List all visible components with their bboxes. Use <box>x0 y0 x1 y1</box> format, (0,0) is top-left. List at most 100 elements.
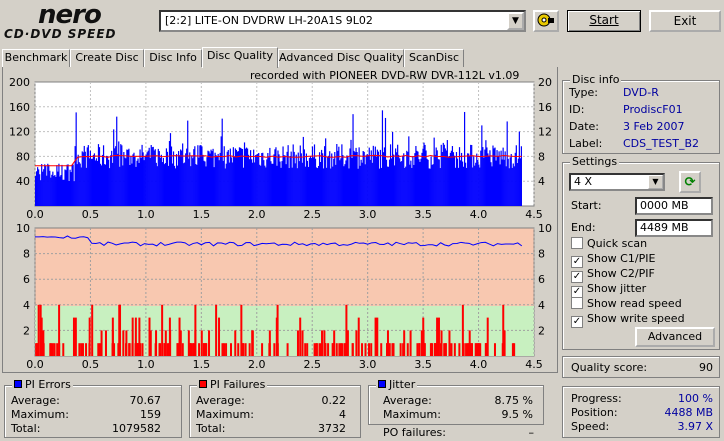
pif-bar <box>248 343 251 356</box>
drive-select[interactable]: [2:2] LITE-ON DVDRW LH-20A1S 9L02 ▼ <box>159 10 526 32</box>
pie-bar <box>344 164 346 206</box>
pie-bar <box>164 163 167 206</box>
pie-bar <box>124 157 126 206</box>
show-write-speed-checkbox[interactable]: ✓ Show write speed <box>571 312 685 328</box>
pie-bar <box>42 171 44 206</box>
pif-bar <box>188 343 191 356</box>
pif-bar <box>100 330 103 356</box>
quality-charts: 200 160 120 80 40 20 16 12 8 4 0.0 0.5 1.0 1.5 2.0 2.5 3… <box>9 76 552 371</box>
pie-bar <box>474 165 476 206</box>
pie-bar <box>115 146 117 206</box>
pif-bar <box>418 343 421 356</box>
refresh-speed-button[interactable]: ⟳ <box>679 171 701 193</box>
pif-bar <box>39 304 42 356</box>
show-c2-pif-checkbox[interactable]: ✓ Show C2/PIF <box>571 267 655 283</box>
tab-benchmark[interactable]: Benchmark <box>2 49 70 67</box>
pie-bar <box>294 163 296 206</box>
tab-disc-quality[interactable]: Disc Quality <box>202 47 278 68</box>
pie-bar <box>185 153 187 206</box>
pie-bar <box>102 145 105 206</box>
pie-bar <box>281 161 283 206</box>
exit-button[interactable]: Exit <box>649 10 721 32</box>
pie-bar <box>223 146 225 206</box>
pif-bar <box>467 343 470 356</box>
chevron-down-icon[interactable]: ▼ <box>507 12 524 30</box>
pie-bar <box>167 165 170 206</box>
pie-bar <box>253 149 255 206</box>
pie-bar <box>144 156 146 206</box>
tab-create-disc[interactable]: Create Disc <box>70 49 144 67</box>
pie-bar <box>98 147 101 206</box>
pif-bar <box>178 317 181 356</box>
pif-bar <box>169 330 172 356</box>
checkmark-icon: ✓ <box>571 256 583 268</box>
jitter-maximum-label: Maximum: <box>383 408 441 421</box>
pie-bar <box>376 149 378 206</box>
start-button[interactable]: Start <box>567 10 641 32</box>
end-position-input[interactable]: 4489 MB <box>635 219 713 237</box>
pie-bar <box>123 152 125 206</box>
pie-bar <box>153 150 155 206</box>
pif-bar <box>148 317 151 356</box>
pif-bar <box>187 330 190 356</box>
pie-bar <box>231 162 233 206</box>
pie-bar <box>238 147 241 206</box>
pie-bar <box>308 158 311 206</box>
pie-bar <box>411 167 413 206</box>
pif-bar <box>192 343 195 356</box>
pie-bar <box>299 145 301 206</box>
pie-bar <box>383 147 386 206</box>
tab-disc-info[interactable]: Disc Info <box>144 49 202 67</box>
pif-bar <box>37 304 40 356</box>
show-c1-pie-checkbox[interactable]: ✓ Show C1/PIE <box>571 252 655 268</box>
pie-bar <box>396 152 398 206</box>
pif-bar <box>122 330 125 356</box>
show-jitter-label: Show jitter <box>587 282 647 295</box>
pie-bar <box>466 167 468 206</box>
pif-bar <box>422 330 425 356</box>
chevron-down-icon[interactable]: ▼ <box>648 175 663 189</box>
quality-score-value: 90 <box>699 361 713 374</box>
pif-bar <box>168 343 171 356</box>
pie-bar <box>177 151 180 206</box>
y-tick-left: 6 <box>23 273 30 286</box>
pie-bar <box>422 148 424 206</box>
pie-bar <box>41 164 43 206</box>
pie-bar <box>363 151 365 206</box>
show-jitter-checkbox[interactable]: ✓ Show jitter <box>571 282 646 298</box>
pie-bar <box>209 153 211 206</box>
pie-bar <box>331 153 333 206</box>
pie-bar <box>270 161 272 206</box>
tab-scandisc[interactable]: ScanDisc <box>404 49 464 67</box>
y-tick-left: 80 <box>16 150 30 163</box>
pie-bar <box>196 164 198 206</box>
pie-bar <box>263 160 265 206</box>
pie-bar <box>417 151 419 206</box>
speed-select[interactable]: 4 X ▼ <box>569 173 665 191</box>
pie-bar <box>445 150 447 206</box>
refresh-drive-button[interactable] <box>533 10 559 32</box>
pie-bar <box>50 177 52 206</box>
pie-bar <box>366 154 368 206</box>
pif-bar <box>155 330 158 356</box>
pie-bar <box>60 175 62 206</box>
pie-bar <box>76 164 78 206</box>
pif-bar <box>486 317 489 356</box>
pif-bar <box>237 343 240 356</box>
show-read-speed-checkbox[interactable]: Show read speed <box>571 297 682 310</box>
pif-bar <box>58 304 61 356</box>
pie-bar <box>373 154 375 206</box>
quick-scan-label: Quick scan <box>587 237 648 250</box>
pie-bar <box>206 157 208 206</box>
pif-bar <box>477 343 480 356</box>
advanced-button[interactable]: Advanced <box>635 327 715 347</box>
start-position-input[interactable]: 0000 MB <box>635 197 713 215</box>
pie-bar <box>35 175 37 206</box>
pie-bar <box>297 152 299 206</box>
pie-bar <box>438 159 440 206</box>
quick-scan-checkbox[interactable]: Quick scan <box>571 237 647 250</box>
tab-advanced-disc-quality[interactable]: Advanced Disc Quality <box>278 49 404 67</box>
pie-bar <box>442 142 444 206</box>
pie-bar <box>500 150 502 206</box>
disc-info-title: Disc info <box>570 73 622 86</box>
